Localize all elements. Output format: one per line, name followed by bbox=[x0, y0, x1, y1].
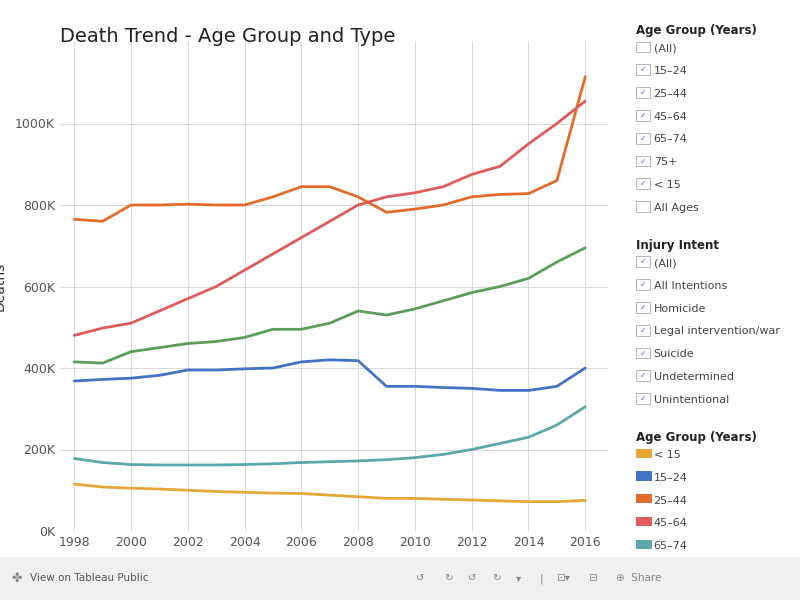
Text: ✓: ✓ bbox=[640, 371, 646, 380]
Text: Death Trend - Age Group and Type: Death Trend - Age Group and Type bbox=[60, 27, 395, 46]
Text: ✓: ✓ bbox=[640, 111, 646, 120]
Text: Legal intervention/war: Legal intervention/war bbox=[654, 326, 779, 337]
Text: ↺: ↺ bbox=[468, 574, 477, 583]
Text: ✓: ✓ bbox=[640, 326, 646, 335]
Text: ✓: ✓ bbox=[640, 303, 646, 312]
Text: All Ages: All Ages bbox=[654, 203, 698, 213]
Text: Unintentional: Unintentional bbox=[654, 395, 729, 405]
Text: ✓: ✓ bbox=[640, 349, 646, 358]
Text: ✓: ✓ bbox=[640, 280, 646, 289]
Text: Homicide: Homicide bbox=[654, 304, 706, 314]
Text: Age Group (Years): Age Group (Years) bbox=[636, 24, 757, 37]
Text: 45–64: 45–64 bbox=[654, 112, 687, 122]
Text: Injury Intent: Injury Intent bbox=[636, 239, 719, 252]
Text: (All): (All) bbox=[654, 258, 676, 268]
Text: |: | bbox=[540, 573, 544, 584]
Text: All Intentions: All Intentions bbox=[654, 281, 727, 291]
Text: ⊕  Share: ⊕ Share bbox=[616, 574, 662, 583]
Text: 45–64: 45–64 bbox=[654, 518, 687, 529]
Text: ↺: ↺ bbox=[416, 574, 425, 583]
Text: ⊡▾: ⊡▾ bbox=[556, 574, 570, 583]
Y-axis label: Deaths: Deaths bbox=[0, 262, 7, 311]
Text: < 15: < 15 bbox=[654, 450, 680, 460]
Text: ↻: ↻ bbox=[444, 574, 453, 583]
Text: 65–74: 65–74 bbox=[654, 134, 687, 145]
Text: Undetermined: Undetermined bbox=[654, 372, 734, 382]
Text: Suicide: Suicide bbox=[654, 349, 694, 359]
Text: ✓: ✓ bbox=[640, 394, 646, 403]
Text: ✓: ✓ bbox=[640, 257, 646, 266]
Text: (All): (All) bbox=[654, 43, 676, 53]
Text: 75+: 75+ bbox=[654, 157, 677, 167]
Text: < 15: < 15 bbox=[654, 180, 680, 190]
Text: ↻: ↻ bbox=[492, 574, 501, 583]
Text: ▾: ▾ bbox=[516, 574, 522, 583]
Text: 25–44: 25–44 bbox=[654, 89, 688, 99]
Text: 65–74: 65–74 bbox=[654, 541, 687, 551]
Text: ✓: ✓ bbox=[640, 179, 646, 188]
X-axis label: Year: Year bbox=[319, 557, 349, 571]
Text: ✤: ✤ bbox=[12, 572, 22, 585]
Text: ⊟: ⊟ bbox=[588, 574, 597, 583]
Text: ✓: ✓ bbox=[640, 65, 646, 74]
Text: 75+: 75+ bbox=[654, 564, 677, 574]
Text: View on Tableau Public: View on Tableau Public bbox=[30, 574, 149, 583]
Text: 15–24: 15–24 bbox=[654, 473, 687, 483]
Text: 15–24: 15–24 bbox=[654, 66, 687, 76]
Text: 25–44: 25–44 bbox=[654, 496, 688, 506]
Text: Age Group (Years): Age Group (Years) bbox=[636, 431, 757, 444]
Text: ✓: ✓ bbox=[640, 157, 646, 166]
Text: ✓: ✓ bbox=[640, 134, 646, 143]
Text: ✓: ✓ bbox=[640, 88, 646, 97]
